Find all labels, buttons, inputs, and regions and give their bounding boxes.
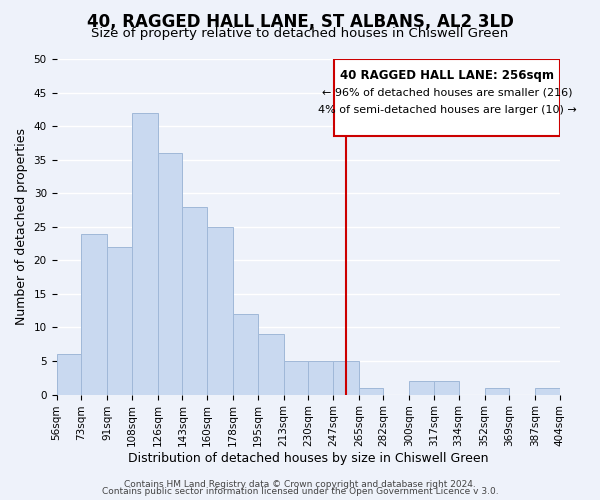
Bar: [434, 381, 458, 394]
Bar: [81, 234, 107, 394]
Text: ← 96% of detached houses are smaller (216): ← 96% of detached houses are smaller (21…: [322, 87, 572, 97]
Bar: [359, 388, 383, 394]
Text: Contains HM Land Registry data © Crown copyright and database right 2024.: Contains HM Land Registry data © Crown c…: [124, 480, 476, 489]
Bar: [207, 227, 233, 394]
Bar: [485, 388, 509, 394]
Text: Size of property relative to detached houses in Chiswell Green: Size of property relative to detached ho…: [91, 28, 509, 40]
Bar: [233, 314, 257, 394]
Bar: [333, 361, 359, 394]
X-axis label: Distribution of detached houses by size in Chiswell Green: Distribution of detached houses by size …: [128, 452, 488, 465]
Y-axis label: Number of detached properties: Number of detached properties: [15, 128, 28, 326]
FancyBboxPatch shape: [334, 59, 560, 136]
Bar: [107, 247, 132, 394]
Text: Contains public sector information licensed under the Open Government Licence v : Contains public sector information licen…: [101, 487, 499, 496]
Bar: [182, 206, 207, 394]
Bar: [409, 381, 434, 394]
Bar: [257, 334, 284, 394]
Text: 4% of semi-detached houses are larger (10) →: 4% of semi-detached houses are larger (1…: [317, 104, 577, 115]
Bar: [284, 361, 308, 394]
Bar: [535, 388, 560, 394]
Bar: [158, 153, 182, 394]
Bar: [132, 112, 158, 394]
Text: 40, RAGGED HALL LANE, ST ALBANS, AL2 3LD: 40, RAGGED HALL LANE, ST ALBANS, AL2 3LD: [86, 12, 514, 30]
Text: 40 RAGGED HALL LANE: 256sqm: 40 RAGGED HALL LANE: 256sqm: [340, 69, 554, 82]
Bar: [56, 354, 81, 395]
Bar: [308, 361, 333, 394]
